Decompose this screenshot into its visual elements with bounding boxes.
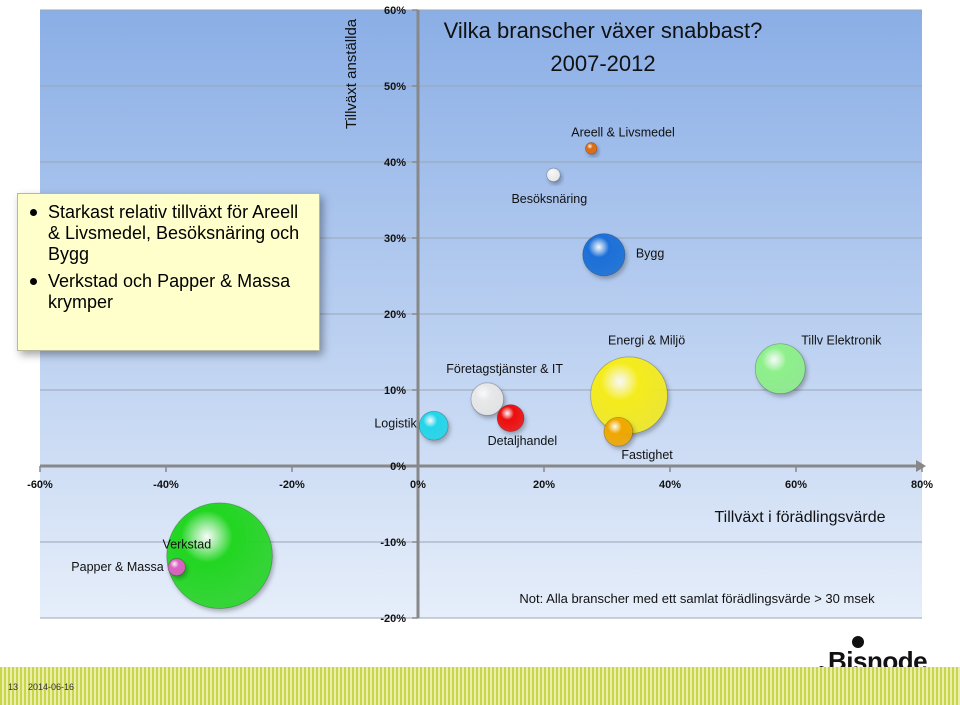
footer-bar: 13 2014-06-16 (0, 667, 960, 705)
x-axis-label: Tillväxt i förädlingsvärde (714, 509, 885, 526)
bubble-point (546, 167, 561, 183)
bubble-point (496, 404, 525, 432)
page-number: 13 (8, 682, 19, 692)
callout-bullet-2-text: Verkstad och Papper & Massa krymper (48, 271, 291, 312)
callout-bullet-1: Starkast relativ tillväxt för Areell & L… (26, 202, 313, 265)
y-tick-label: 20% (384, 309, 406, 321)
bubble-label: Fastighet (621, 448, 673, 462)
x-axis-arrow-icon (916, 460, 926, 472)
y-tick-label: 10% (384, 385, 406, 397)
y-tick-label: 60% (384, 5, 406, 17)
bubble-label: Papper & Massa (71, 560, 163, 574)
y-tick-label: 30% (384, 233, 406, 245)
x-tick-label: 20% (533, 479, 555, 491)
y-tick-label: 50% (384, 81, 406, 93)
chart-title-line1: Vilka branscher växer snabbast? (444, 18, 763, 43)
bullet-dot-icon (30, 278, 37, 285)
summary-callout: Starkast relativ tillväxt för Areell & L… (17, 193, 320, 351)
callout-bullet-1-text: Starkast relativ tillväxt för Areell & L… (48, 202, 300, 264)
x-tick-label: 40% (659, 479, 681, 491)
x-tick-label: -60% (27, 479, 53, 491)
bubble-point (167, 558, 186, 577)
y-tick-label: 40% (384, 157, 406, 169)
bubble-point (418, 410, 449, 441)
bubble-point (585, 142, 598, 155)
bubble-label: Besöksnäring (511, 192, 587, 206)
bubble-label: Detaljhandel (488, 434, 558, 448)
bubble-label: Företagstjänster & IT (446, 362, 563, 376)
x-tick-label: -40% (153, 479, 179, 491)
y-axis-label: Tillväxt anställda (343, 18, 360, 129)
y-tick-label: 0% (390, 461, 406, 473)
bubble-point (582, 233, 626, 277)
bubble-point (470, 382, 505, 416)
chart-note: Not: Alla branscher med ett samlat föräd… (519, 591, 875, 606)
footer-date: 2014-06-16 (28, 682, 75, 692)
bubble-label: Verkstad (163, 538, 212, 552)
bullet-dot-icon (30, 209, 37, 216)
bubble-label: Bygg (636, 247, 665, 261)
x-tick-label: 60% (785, 479, 807, 491)
bubble-label: Areell & Livsmedel (571, 125, 675, 139)
bubble-label: Energi & Miljö (608, 333, 685, 347)
x-tick-label: 80% (911, 479, 933, 491)
bubble-label: Tillv Elektronik (801, 334, 882, 348)
chart-title-line2: 2007-2012 (550, 51, 655, 76)
y-tick-label: -20% (380, 613, 406, 625)
x-tick-label: 0% (410, 479, 426, 491)
bubble-label: Logistik (374, 417, 417, 431)
x-tick-label: -20% (279, 479, 305, 491)
bubble-point (166, 502, 273, 609)
bubble-point (754, 343, 806, 395)
y-tick-label: -10% (380, 537, 406, 549)
logo-dot-icon (852, 636, 864, 648)
bubble-point (603, 416, 634, 447)
callout-bullet-2: Verkstad och Papper & Massa krymper (26, 271, 313, 313)
